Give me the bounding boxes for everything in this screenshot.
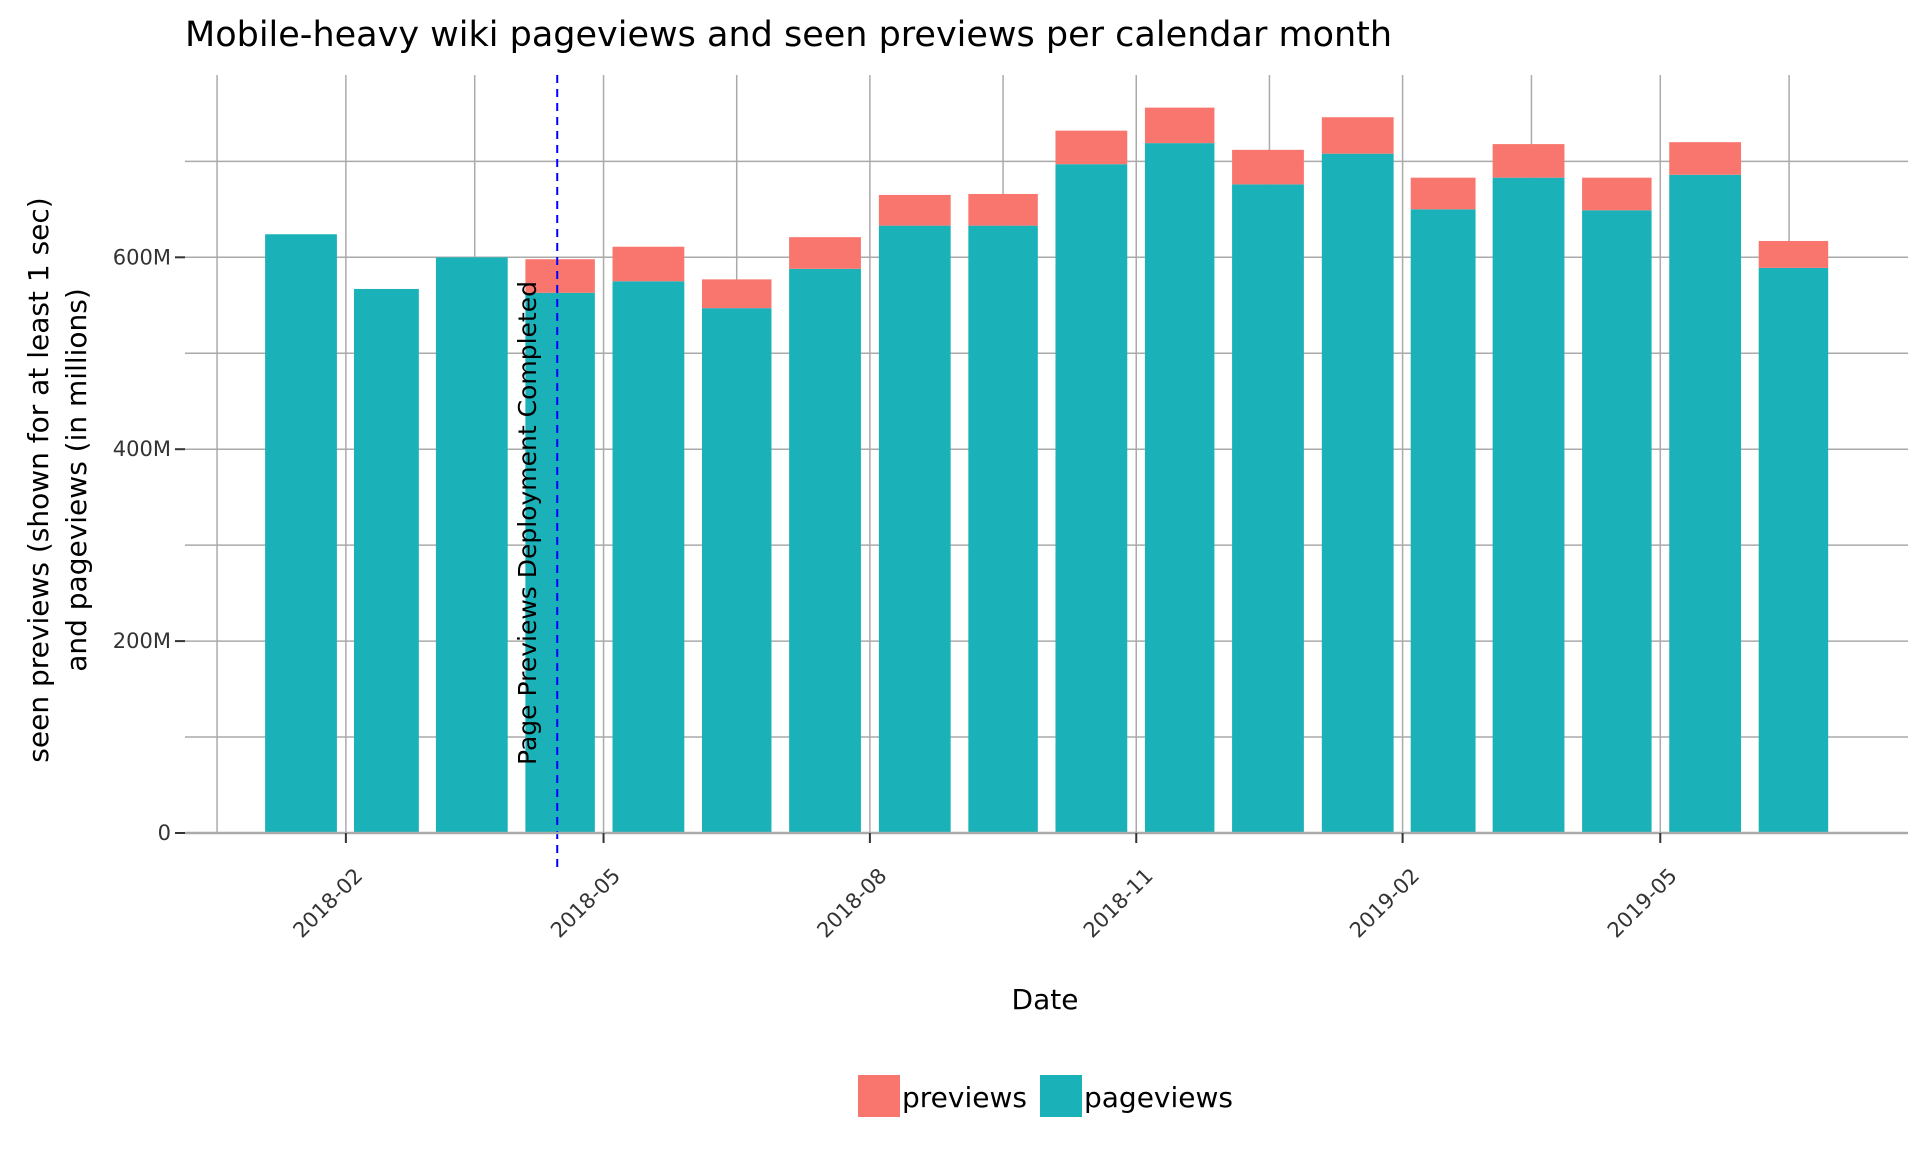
bar-pageviews [1758, 267, 1829, 833]
legend-swatch-pageviews [1040, 1075, 1082, 1117]
x-tick-label: 2018-02 [288, 864, 367, 943]
bar-pageviews [1321, 153, 1394, 834]
y-tick-label: 600M [113, 245, 171, 269]
x-tick-label: 2018-08 [812, 864, 891, 943]
bar-pageviews [525, 292, 595, 833]
bar-pageviews [789, 268, 861, 833]
y-tick-label: 400M [113, 437, 171, 461]
bar-pageviews [612, 281, 685, 833]
y-axis-title-line-2: and pageviews (in millions) [60, 288, 93, 672]
bar-previews [1144, 107, 1215, 144]
bar-previews [1321, 117, 1394, 154]
bar-previews [1669, 142, 1742, 175]
legend: previews pageviews [858, 1075, 1233, 1117]
bar-previews [1492, 144, 1565, 178]
bar-pageviews [353, 288, 419, 833]
bar-previews [968, 193, 1038, 226]
x-tick-label: 2019-05 [1603, 864, 1682, 943]
bar-previews [1232, 149, 1304, 185]
x-tick-label: 2018-11 [1079, 864, 1158, 943]
legend-swatch-previews [858, 1075, 900, 1117]
bar-pageviews [1669, 174, 1742, 833]
y-axis-title-line-1: seen previews (shown for at least 1 sec) [22, 197, 55, 762]
bar-previews [878, 194, 951, 226]
x-tick-label: 2019-02 [1345, 864, 1424, 943]
y-tick-label: 200M [113, 629, 171, 653]
y-tick-label: 0 [158, 821, 171, 845]
bar-pageviews [435, 257, 508, 833]
bar-previews [1758, 240, 1829, 268]
bar-previews [612, 246, 685, 282]
bar-pageviews [1582, 210, 1652, 834]
bar-pageviews [968, 225, 1038, 833]
bar-previews [525, 259, 595, 293]
bar-pageviews [1410, 209, 1476, 834]
bar-pageviews [701, 308, 772, 833]
chart-title: Mobile-heavy wiki pageviews and seen pre… [185, 15, 1392, 55]
bar-previews [1582, 177, 1652, 211]
legend-label-pageviews: pageviews [1084, 1081, 1233, 1114]
bar-previews [701, 279, 772, 309]
bar-pageviews [1232, 184, 1304, 834]
deployment-annotation-label: Page Previews Deployment Completed [513, 281, 542, 765]
bar-pageviews [878, 225, 951, 833]
bar-layer [265, 107, 1829, 834]
legend-label-previews: previews [902, 1081, 1027, 1114]
bar-previews [1055, 130, 1128, 165]
bar-previews [789, 237, 861, 269]
bar-pageviews [265, 234, 337, 834]
bar-previews [1410, 177, 1476, 210]
x-tick-label: 2018-05 [546, 864, 625, 943]
x-axis-title: Date [1012, 983, 1079, 1016]
annotation-layer: Page Previews Deployment Completed [513, 75, 559, 870]
bar-pageviews [1055, 164, 1128, 833]
bar-pageviews [1144, 143, 1215, 834]
bar-pageviews [1492, 177, 1565, 833]
